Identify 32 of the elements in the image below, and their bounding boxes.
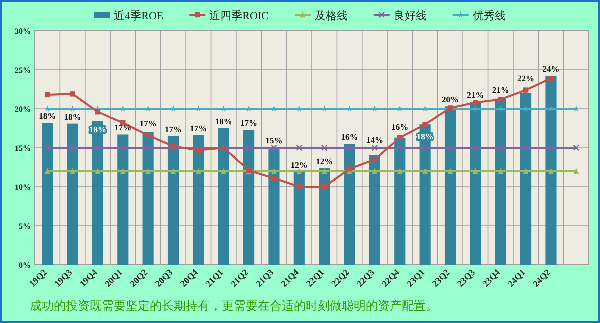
data-label: 18% [215, 116, 232, 126]
data-label: 14% [366, 135, 384, 146]
text: 成功的投资既需要坚定的长期持有，更需要在合适的时刻做聪明的资产配置。 [30, 299, 438, 313]
data-label: 18% [64, 112, 82, 122]
data-label: 12% [290, 160, 308, 170]
y-tick-label: 25% [15, 66, 31, 75]
data-label: 12% [316, 156, 334, 166]
data-label: 22% [518, 73, 535, 84]
data-label: 17% [240, 118, 258, 128]
data-label: 20% [442, 94, 459, 105]
y-tick-label: 15% [15, 144, 31, 153]
legend-label: 近4季ROE [114, 10, 164, 22]
legend-label: 近四季ROIC [210, 10, 269, 22]
data-label: 17% [114, 122, 132, 133]
y-tick-label: 30% [15, 27, 31, 36]
data-label: 16% [392, 122, 409, 132]
y-tick-label: 20% [15, 105, 31, 114]
data-label: 15% [266, 136, 283, 146]
data-label: 16% [341, 132, 358, 142]
data-label: 21% [467, 90, 484, 100]
legend-label: 良好线 [394, 10, 427, 22]
data-label: 18% [39, 111, 56, 122]
data-label: 24% [542, 64, 560, 74]
data-label: 17% [190, 124, 208, 134]
data-label: 17% [140, 118, 157, 128]
y-tick-label: 10% [15, 183, 31, 192]
y-tick-label: 5% [19, 222, 31, 231]
legend-label: 优秀线 [472, 10, 506, 22]
y-tick-label: 0% [19, 261, 31, 270]
legend-label: 及格线 [314, 10, 348, 22]
data-label: 21% [492, 84, 510, 95]
data-label: 17% [165, 124, 182, 134]
